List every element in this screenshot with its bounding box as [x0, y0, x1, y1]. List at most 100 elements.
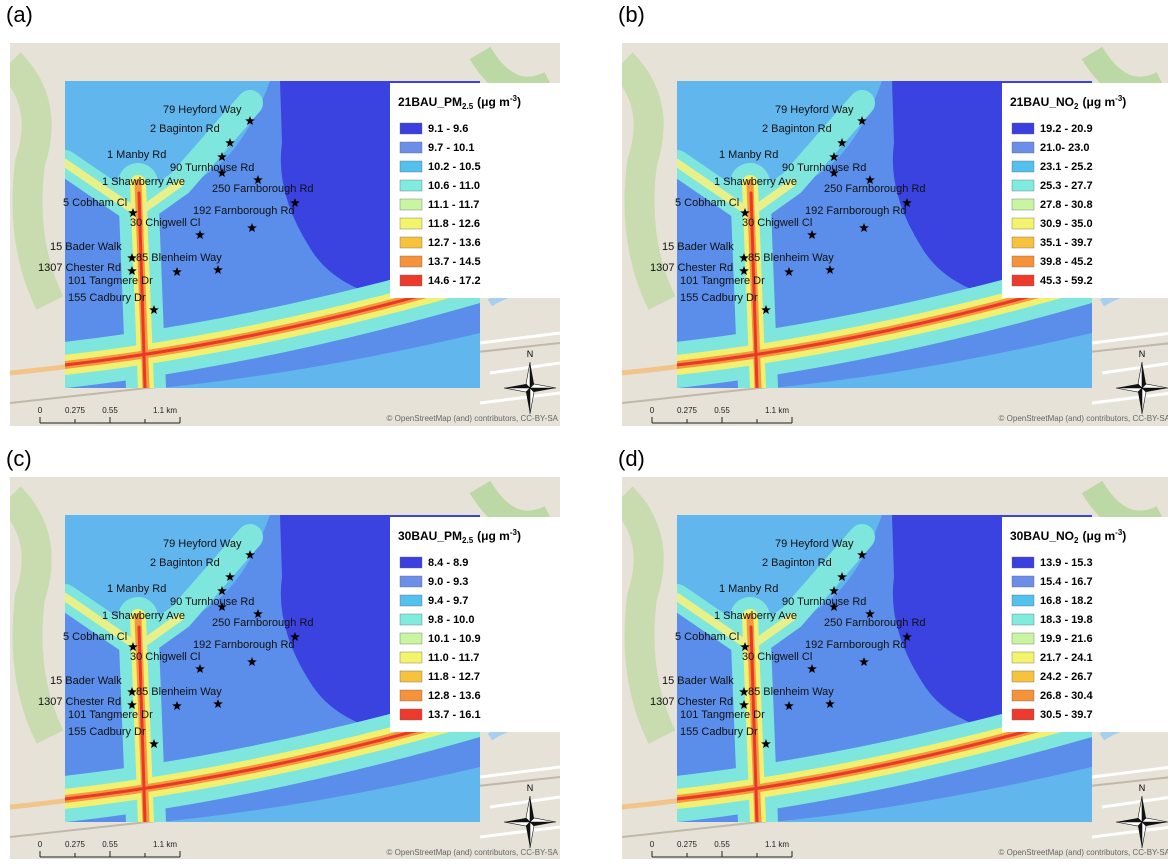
site-label: 1 Manby Rd — [719, 149, 778, 161]
scale-label: 0 — [650, 840, 655, 849]
site-label: 192 Farnborough Rd — [805, 639, 907, 651]
legend-item: 8.4 - 8.9 — [428, 557, 468, 569]
site-label: 101 Tangmere Dr — [680, 275, 765, 287]
legend-swatch — [1012, 652, 1034, 663]
legend-swatch — [400, 671, 422, 682]
legend-item: 11.1 - 11.7 — [428, 199, 479, 211]
legend-title-close: ) — [1122, 95, 1126, 109]
legend-swatch — [1012, 690, 1034, 701]
site-label: 2 Baginton Rd — [762, 123, 832, 135]
legend-item: 10.6 - 11.0 — [428, 180, 480, 192]
legend-swatch — [1012, 275, 1034, 286]
scale-label: 0 — [38, 406, 43, 415]
site-label: 85 Blenheim Way — [748, 686, 834, 698]
site-label: 155 Cadbury Dr — [680, 292, 758, 304]
legend-swatch — [400, 142, 422, 153]
site-label: 5 Cobham Cl — [63, 631, 127, 643]
legend-item: 25.3 - 27.7 — [1040, 180, 1093, 192]
legend-title-unit: (μg m — [1082, 95, 1115, 109]
legend-item: 9.4 - 9.7 — [428, 595, 468, 607]
legend-swatch — [1012, 557, 1034, 568]
legend-item: 18.3 - 19.8 — [1040, 614, 1093, 626]
legend-title-unit: (μg m — [1082, 529, 1115, 543]
legend-item: 26.8 - 30.4 — [1040, 690, 1093, 702]
site-label: 85 Blenheim Way — [748, 252, 834, 264]
site-label: 30 Chigwell Cl — [742, 651, 812, 663]
site-label: 79 Heyford Way — [775, 538, 854, 550]
north-label: N — [527, 349, 534, 359]
site-label: 1 Shawberry Ave — [714, 610, 797, 622]
site-label: 2 Baginton Rd — [150, 123, 220, 135]
legend-title-main: 21BAU_NO — [1010, 95, 1074, 109]
site-label: 79 Heyford Way — [163, 538, 242, 550]
legend-title-main: 30BAU_PM — [398, 529, 462, 543]
site-label: 85 Blenheim Way — [136, 686, 222, 698]
site-label: 101 Tangmere Dr — [680, 709, 765, 721]
legend-title-unit: (μg m — [477, 95, 510, 109]
site-label: 192 Farnborough Rd — [805, 205, 907, 217]
site-label: 30 Chigwell Cl — [130, 651, 200, 663]
north-label: N — [527, 783, 534, 793]
site-label: 90 Turnhouse Rd — [170, 596, 254, 608]
site-label: 1307 Chester Rd — [650, 696, 733, 708]
site-label: 250 Farnborough Rd — [824, 183, 926, 195]
legend-swatch — [1012, 671, 1034, 682]
site-label: 15 Bader Walk — [50, 241, 122, 253]
site-label: 90 Turnhouse Rd — [170, 162, 254, 174]
scale-label: 0.55 — [102, 406, 118, 415]
scale-label: 0.55 — [102, 840, 118, 849]
legend-item: 19.9 - 21.6 — [1040, 633, 1093, 645]
site-label: 79 Heyford Way — [775, 104, 854, 116]
panel-label: (b) — [618, 2, 645, 27]
site-label: 15 Bader Walk — [662, 241, 734, 253]
scale-label: 0.55 — [714, 840, 730, 849]
scale-label: 1.1 km — [765, 406, 789, 415]
legend-swatch — [1012, 576, 1034, 587]
site-label: 90 Turnhouse Rd — [782, 596, 866, 608]
legend-title-sub: 2.5 — [462, 102, 474, 111]
site-label: 155 Cadbury Dr — [680, 726, 758, 738]
map-panel: 79 Heyford Way2 Baginton Rd1 Manby Rd90 … — [622, 43, 1168, 426]
legend-item: 23.1 - 25.2 — [1040, 161, 1093, 173]
legend-item: 13.7 - 16.1 — [428, 709, 481, 721]
legend-swatch — [400, 256, 422, 267]
panel-label: (a) — [6, 2, 33, 27]
legend-swatch — [1012, 161, 1034, 172]
north-label: N — [1139, 783, 1146, 793]
site-label: 101 Tangmere Dr — [68, 709, 153, 721]
legend-item: 19.2 - 20.9 — [1040, 123, 1093, 135]
site-label: 2 Baginton Rd — [150, 557, 220, 569]
legend-title: 21BAU_PM2.5(μg m-3) — [398, 94, 521, 111]
site-label: 5 Cobham Cl — [675, 631, 739, 643]
legend-title-main: 21BAU_PM — [398, 95, 462, 109]
legend-swatch — [1012, 595, 1034, 606]
scale-label: 0.275 — [65, 406, 86, 415]
site-label: 1 Shawberry Ave — [102, 176, 185, 188]
panel-label: (c) — [6, 446, 32, 471]
legend-swatch — [400, 218, 422, 229]
legend-swatch — [400, 576, 422, 587]
site-label: 192 Farnborough Rd — [193, 205, 295, 217]
legend-swatch — [400, 690, 422, 701]
site-label: 1 Shawberry Ave — [714, 176, 797, 188]
legend-item: 13.9 - 15.3 — [1040, 557, 1093, 569]
legend-item: 35.1 - 39.7 — [1040, 237, 1093, 249]
site-label: 5 Cobham Cl — [675, 197, 739, 209]
scale-label: 0 — [38, 840, 43, 849]
legend-item: 9.1 - 9.6 — [428, 123, 468, 135]
site-label: 30 Chigwell Cl — [742, 217, 812, 229]
legend-swatch — [400, 557, 422, 568]
site-label: 79 Heyford Way — [163, 104, 242, 116]
legend-swatch — [400, 652, 422, 663]
legend-item: 45.3 - 59.2 — [1040, 275, 1093, 287]
legend-swatch — [400, 614, 422, 625]
site-label: 1 Manby Rd — [107, 149, 166, 161]
legend-item: 16.8 - 18.2 — [1040, 595, 1093, 607]
site-label: 250 Farnborough Rd — [212, 183, 314, 195]
legend-item: 27.8 - 30.8 — [1040, 199, 1093, 211]
legend-title-sub: 2 — [1074, 102, 1079, 111]
site-label: 1 Shawberry Ave — [102, 610, 185, 622]
site-label: 155 Cadbury Dr — [68, 292, 146, 304]
